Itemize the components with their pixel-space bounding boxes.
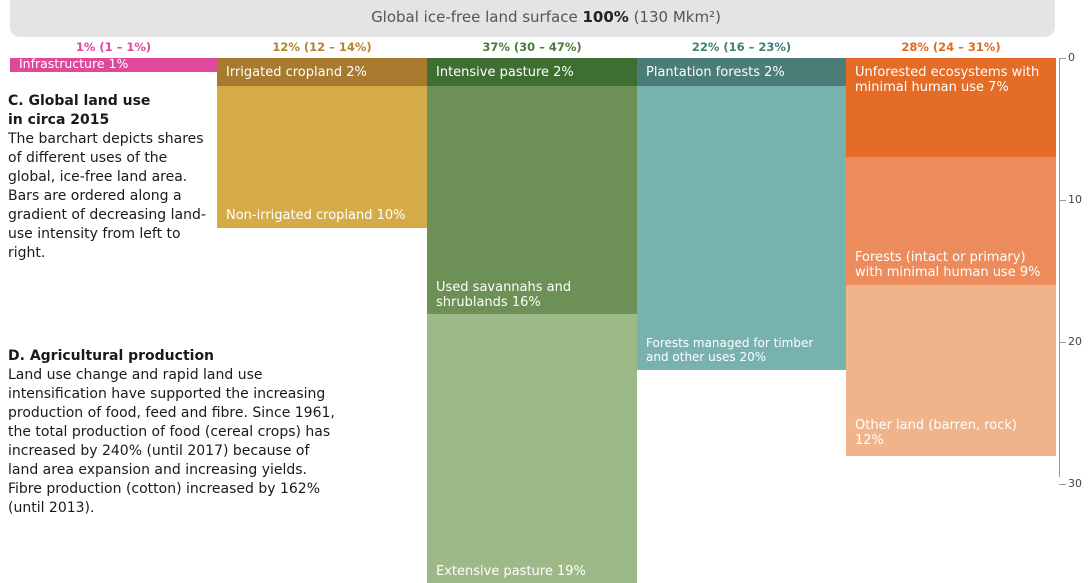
y-tick-label: 30 (1068, 477, 1082, 490)
section-c: C. Global land use in circa 2015 The bar… (8, 92, 218, 263)
bar-segment: Forests managed for timber and other use… (637, 86, 846, 371)
bar-segment: Unforested ecosystems with minimal human… (846, 58, 1056, 158)
group-share-label: 37% (30 – 47%) (482, 40, 582, 54)
bar-segment-label: Used savannahs and shrublands 16% (436, 279, 572, 310)
bar-segment-label: Intensive pasture 2% (436, 65, 574, 80)
bar-segment-label: Other land (barren, rock) 12% (855, 417, 1017, 448)
y-tick (1059, 484, 1066, 485)
bar-segment: Forests (intact or primary) with minimal… (846, 157, 1056, 286)
bar-segment: Intensive pasture 2% (427, 58, 637, 87)
bar-segment: Other land (barren, rock) 12% (846, 285, 1056, 456)
bar-segment: Plantation forests 2% (637, 58, 846, 87)
y-tick-label: 0 (1068, 51, 1075, 64)
y-axis-line (1059, 58, 1060, 477)
bar-segment: Non-irrigated cropland 10% (217, 86, 427, 229)
bar-segment: Infrastructure 1% (10, 56, 217, 73)
bar-segment-label: Infrastructure 1% (19, 56, 129, 71)
bar-segment: Used savannahs and shrublands 16% (427, 86, 637, 314)
chart-banner (10, 0, 1055, 37)
y-tick-label: 20 (1068, 335, 1082, 348)
bar-segment: Irrigated cropland 2% (217, 58, 427, 87)
bar-segment-label: Forests managed for timber and other use… (646, 336, 814, 365)
bar-segment-label: Forests (intact or primary) with minimal… (855, 250, 1041, 281)
bar-segment-label: Extensive pasture 19% (436, 564, 586, 580)
section-d-body: Land use change and rapid land use inten… (8, 367, 335, 516)
bar-segment: Extensive pasture 19% (427, 313, 637, 583)
section-c-title: C. Global land use in circa 2015 (8, 93, 151, 128)
y-tick (1059, 200, 1066, 201)
y-tick-label: 10 (1068, 193, 1082, 206)
chart-title: Global ice-free land surface 100% (130 M… (371, 8, 721, 26)
y-tick (1059, 58, 1066, 59)
group-share-label: 12% (12 – 14%) (272, 40, 372, 54)
group-share-label: 22% (16 – 23%) (691, 40, 792, 54)
section-d-title: D. Agricultural production (8, 348, 215, 364)
section-d: D. Agricultural production Land use chan… (8, 347, 343, 518)
bar-segment-label: Unforested ecosystems with minimal human… (855, 65, 1040, 95)
bar-segment-label: Plantation forests 2% (646, 65, 785, 80)
bar-segment-label: Irrigated cropland 2% (226, 65, 367, 80)
group-share-label: 1% (1 – 1%) (75, 40, 152, 54)
bar-segment-label: Non-irrigated cropland 10% (226, 208, 406, 224)
y-tick (1059, 342, 1066, 343)
section-c-body: The barchart depicts shares of different… (8, 131, 206, 261)
group-share-label: 28% (24 – 31%) (901, 40, 1001, 54)
